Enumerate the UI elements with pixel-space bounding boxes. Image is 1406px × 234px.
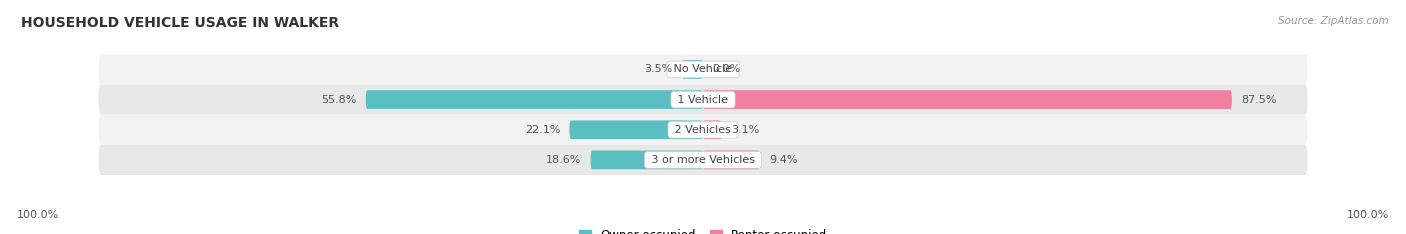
Text: 2 Vehicles: 2 Vehicles xyxy=(671,125,735,135)
FancyBboxPatch shape xyxy=(98,145,1308,175)
Text: Source: ZipAtlas.com: Source: ZipAtlas.com xyxy=(1278,16,1389,26)
Text: No Vehicle: No Vehicle xyxy=(671,64,735,74)
Text: 100.0%: 100.0% xyxy=(1347,210,1389,220)
Text: 1 Vehicle: 1 Vehicle xyxy=(675,95,731,105)
FancyBboxPatch shape xyxy=(591,150,703,169)
Text: 55.8%: 55.8% xyxy=(322,95,357,105)
FancyBboxPatch shape xyxy=(98,54,1308,84)
Text: 3.1%: 3.1% xyxy=(731,125,759,135)
Text: 100.0%: 100.0% xyxy=(17,210,59,220)
Text: 3.5%: 3.5% xyxy=(644,64,673,74)
FancyBboxPatch shape xyxy=(703,120,721,139)
FancyBboxPatch shape xyxy=(366,90,703,109)
Text: 9.4%: 9.4% xyxy=(769,155,797,165)
Text: 22.1%: 22.1% xyxy=(524,125,561,135)
FancyBboxPatch shape xyxy=(682,60,703,79)
FancyBboxPatch shape xyxy=(98,115,1308,145)
Text: HOUSEHOLD VEHICLE USAGE IN WALKER: HOUSEHOLD VEHICLE USAGE IN WALKER xyxy=(21,16,339,30)
Legend: Owner-occupied, Renter-occupied: Owner-occupied, Renter-occupied xyxy=(574,225,832,234)
Text: 87.5%: 87.5% xyxy=(1241,95,1277,105)
FancyBboxPatch shape xyxy=(703,150,759,169)
Text: 0.0%: 0.0% xyxy=(711,64,741,74)
Text: 18.6%: 18.6% xyxy=(546,155,582,165)
FancyBboxPatch shape xyxy=(569,120,703,139)
Text: 3 or more Vehicles: 3 or more Vehicles xyxy=(648,155,758,165)
FancyBboxPatch shape xyxy=(703,90,1232,109)
FancyBboxPatch shape xyxy=(98,84,1308,115)
